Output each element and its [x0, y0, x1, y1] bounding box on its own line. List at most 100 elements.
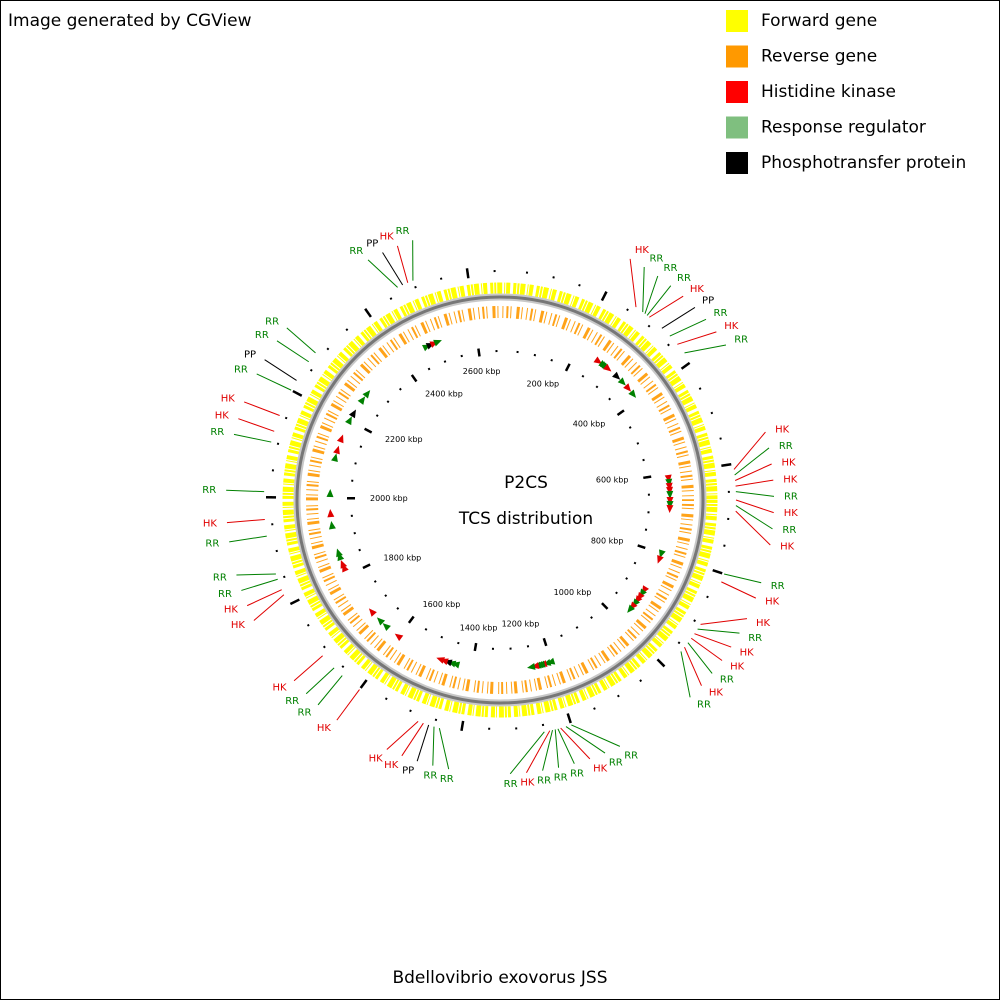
- major-tick-inner: [643, 475, 652, 480]
- feature-label: RR: [779, 441, 793, 452]
- minor-tick-outer: [639, 679, 643, 683]
- feature-marker: [664, 474, 672, 483]
- legend-swatch: [726, 81, 748, 103]
- feature-marker: [666, 500, 674, 510]
- minor-tick-inner: [628, 426, 632, 429]
- feature-leader: [644, 275, 659, 314]
- tick-label: 400 kbp: [573, 419, 606, 428]
- feature-label: RR: [624, 750, 638, 761]
- feature-label: RR: [537, 776, 551, 787]
- feature-leader: [680, 651, 691, 698]
- feature-label: HK: [780, 542, 795, 553]
- feature-marker: [333, 445, 340, 455]
- feature-leader: [382, 252, 404, 286]
- feature-leader: [276, 340, 310, 363]
- feature-label: PP: [366, 238, 378, 249]
- tick-label: 2200 kbp: [385, 435, 423, 444]
- minor-tick-inner: [550, 358, 553, 362]
- feature-label: RR: [234, 364, 248, 375]
- feature-label: RR: [205, 538, 219, 549]
- minor-tick-outer: [409, 709, 412, 713]
- minor-tick-inner: [581, 374, 585, 378]
- major-tick-outer: [359, 679, 368, 689]
- minor-tick-inner: [608, 397, 612, 401]
- tick-label: 1600 kbp: [423, 600, 461, 609]
- legend-swatch: [726, 45, 748, 68]
- major-tick-outer: [364, 308, 372, 318]
- legend-label: Phosphotransfer protein: [761, 153, 966, 173]
- feature-leader: [557, 728, 575, 764]
- minor-tick-inner: [375, 414, 379, 417]
- map-subtitle: TCS distribution: [458, 509, 593, 529]
- major-tick-outer: [712, 569, 723, 575]
- major-tick-inner: [564, 363, 571, 372]
- feature-label: RR: [265, 317, 279, 328]
- feature-label: RR: [677, 273, 691, 284]
- feature-label: HK: [690, 284, 705, 295]
- legend-swatch: [726, 116, 748, 139]
- feature-marker: [336, 434, 344, 444]
- feature-label: HK: [756, 618, 771, 629]
- map-title: P2CS: [504, 473, 548, 493]
- major-tick-outer: [566, 713, 572, 724]
- legend-swatch: [726, 10, 748, 32]
- minor-tick-inner: [427, 367, 431, 371]
- minor-tick-inner: [440, 635, 444, 639]
- feature-label: HK: [593, 763, 608, 774]
- feature-label: RR: [664, 263, 678, 274]
- feature-label: HK: [231, 620, 246, 631]
- feature-label: RR: [720, 675, 734, 686]
- feature-leader: [226, 518, 265, 524]
- feature-marker: [382, 623, 391, 632]
- feature-marker: [433, 339, 442, 347]
- minor-tick-inner: [575, 626, 579, 629]
- feature-label: RR: [255, 330, 269, 341]
- feature-marker: [627, 604, 635, 613]
- minor-tick-inner: [595, 385, 599, 389]
- minor-tick-outer: [693, 619, 696, 623]
- minor-tick-inner: [590, 616, 593, 619]
- feature-marker: [328, 521, 336, 530]
- feature-label: HK: [272, 682, 287, 693]
- feature-label: HK: [784, 508, 799, 519]
- feature-label: RR: [210, 427, 224, 438]
- tick-label: 2600 kbp: [463, 367, 501, 376]
- feature-leader: [253, 594, 285, 621]
- major-tick-inner: [477, 348, 481, 357]
- tick-label: 200 kbp: [527, 380, 560, 389]
- feature-leader: [243, 401, 280, 416]
- feature-leader: [684, 344, 727, 354]
- feature-leader: [649, 295, 684, 318]
- feature-leader: [293, 655, 323, 682]
- major-tick-inner: [542, 637, 548, 647]
- feature-marker: [628, 389, 637, 398]
- feature-leader: [700, 618, 748, 625]
- feature-marker: [666, 486, 674, 495]
- minor-tick-outer: [698, 387, 702, 390]
- feature-marker: [376, 617, 386, 626]
- feature-label: HK: [765, 597, 780, 608]
- feature-label: HK: [775, 425, 790, 436]
- minor-tick-inner: [615, 591, 618, 595]
- minor-tick-inner: [457, 641, 460, 645]
- legend-label: Forward gene: [761, 11, 877, 31]
- feature-label: RR: [782, 525, 796, 536]
- minor-tick-outer: [578, 283, 581, 287]
- feature-label: HK: [380, 232, 395, 243]
- feature-marker: [362, 390, 371, 399]
- feature-marker: [665, 478, 673, 487]
- feature-leader: [229, 535, 267, 543]
- minor-tick-outer: [710, 411, 714, 415]
- feature-leader: [669, 318, 707, 337]
- legend-label: Histidine kinase: [761, 82, 896, 102]
- feature-marker: [327, 509, 335, 518]
- feature-label: PP: [402, 766, 414, 777]
- feature-leader: [684, 646, 702, 686]
- tick-label: 2000 kbp: [370, 494, 408, 503]
- feature-label: RR: [649, 254, 663, 265]
- reverse-gene-ring: [306, 306, 694, 694]
- feature-marker: [368, 608, 377, 617]
- feature-leader: [509, 731, 545, 775]
- minor-tick-inner: [642, 458, 645, 462]
- feature-marker: [345, 416, 352, 426]
